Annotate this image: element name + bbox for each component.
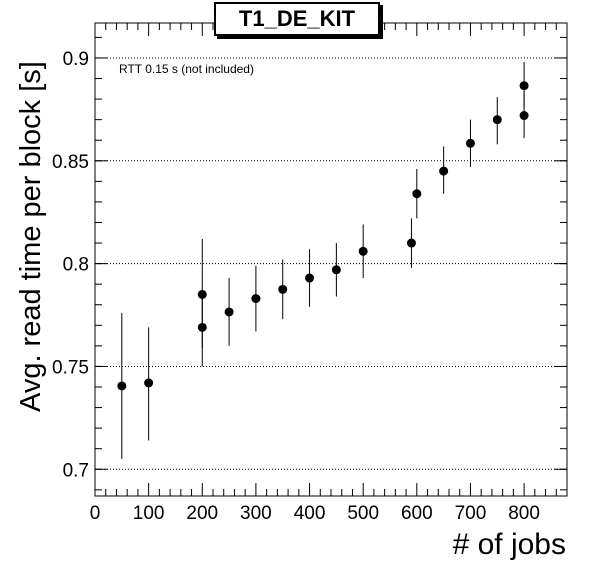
x-tick-label: 700 xyxy=(455,503,487,524)
x-tick-label: 500 xyxy=(347,503,379,524)
data-point xyxy=(519,111,529,121)
data-point xyxy=(117,381,127,391)
x-tick-label: 600 xyxy=(401,503,433,524)
x-tick-label: 800 xyxy=(508,503,540,524)
data-point xyxy=(412,189,422,199)
plot-frame xyxy=(94,22,568,497)
data-point xyxy=(331,265,341,275)
x-tick-label: 200 xyxy=(186,503,218,524)
x-tick-label: 100 xyxy=(133,503,165,524)
x-axis-ticks: 0 100 200 300 400 500 600 700 800 xyxy=(90,23,568,524)
data-point xyxy=(251,294,261,304)
data-point xyxy=(278,284,288,294)
y-tick-label: 0.7 xyxy=(63,460,89,481)
y-tick-label: 0.8 xyxy=(63,255,89,276)
chart-title: T1_DE_KIT xyxy=(214,2,380,36)
data-point xyxy=(519,81,529,91)
y-axis-ticks: 0.7 0.75 0.8 0.85 0.9 xyxy=(52,36,567,491)
data-point xyxy=(197,322,207,332)
data-point xyxy=(492,115,502,125)
y-tick-label: 0.85 xyxy=(52,152,89,173)
data-point xyxy=(144,378,154,388)
x-axis-label: # of jobs xyxy=(452,528,566,561)
data-point xyxy=(305,273,315,283)
data-point xyxy=(465,138,475,148)
x-tick-label: 400 xyxy=(294,503,326,524)
data-point xyxy=(358,246,368,256)
y-tick-label: 0.75 xyxy=(52,357,89,378)
data-point xyxy=(406,238,416,248)
rtt-annotation: RTT 0.15 s (not included) xyxy=(119,62,254,76)
x-tick-label: 300 xyxy=(240,503,272,524)
y-axis-label: Avg. read time per block [s] xyxy=(15,61,47,412)
data-point xyxy=(439,166,449,176)
data-point xyxy=(224,307,234,317)
y-tick-label: 0.9 xyxy=(63,49,89,70)
x-tick-label: 0 xyxy=(90,503,101,524)
y-grid xyxy=(95,57,567,470)
data-points xyxy=(117,62,529,459)
